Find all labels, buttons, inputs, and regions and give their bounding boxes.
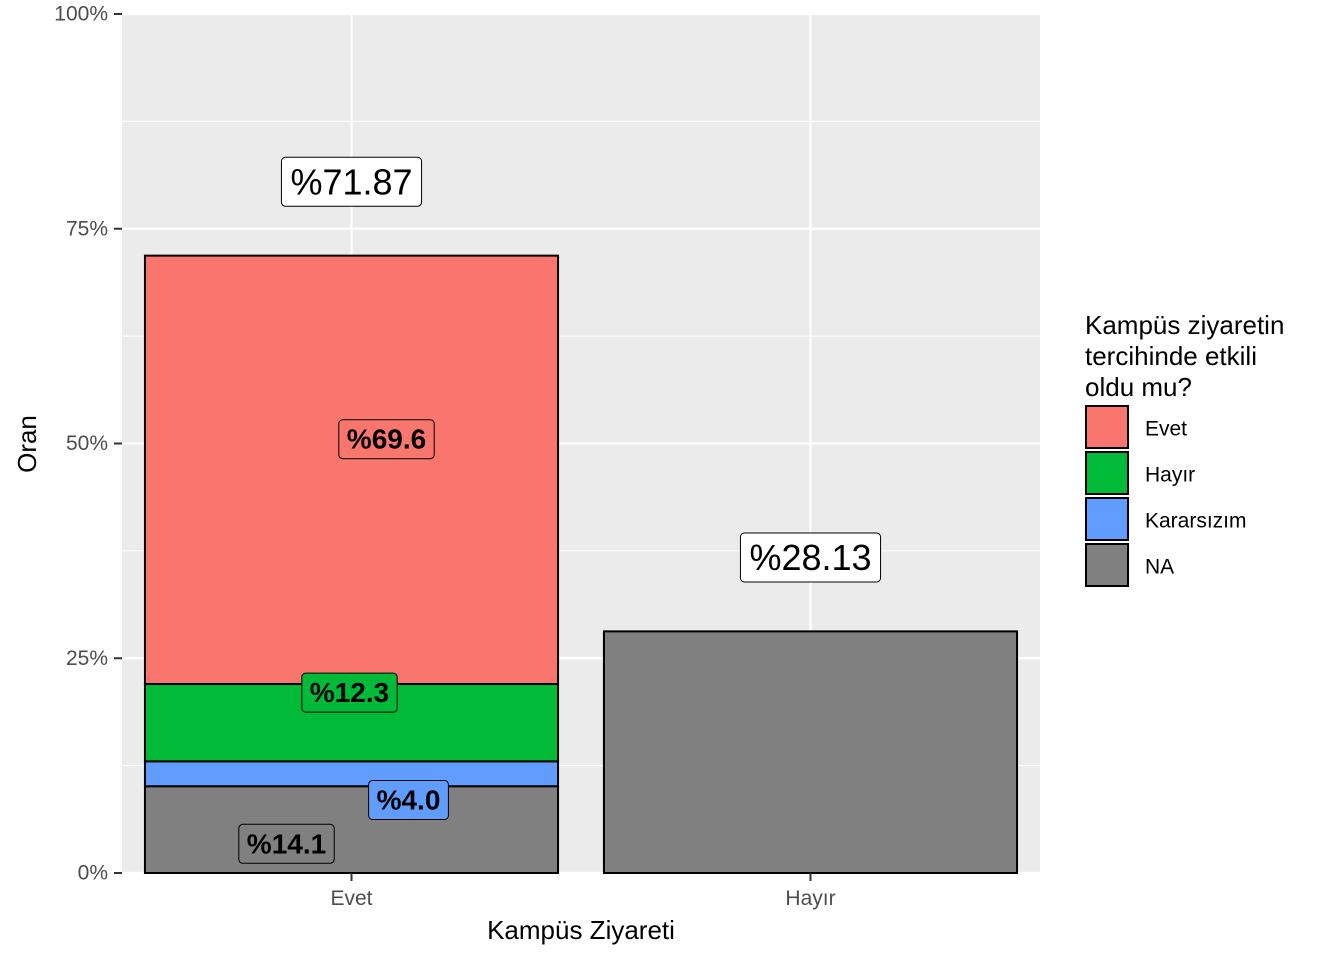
segment-label-kararsızım-text: %4.0 (377, 784, 441, 815)
legend-label: Kararsızım (1145, 510, 1247, 533)
segment-label-hayır-text: %12.3 (310, 677, 389, 708)
data-labels: %14.1 %4.0 %12.3 %69.6 %71.87 %28.13 (238, 156, 882, 864)
y-tick-label: 50% (66, 432, 108, 455)
bar-segment-evet-evet (143, 254, 560, 686)
legend-title-line: tercihinde etkili (1085, 341, 1257, 371)
segment-label-evet: %69.6 (338, 419, 435, 460)
segment-label-na: %14.1 (238, 823, 335, 864)
legend-title-line: oldu mu? (1085, 372, 1192, 402)
bar-segment-evet-kararsızım (143, 760, 560, 788)
bar-segment-evet-na (143, 785, 560, 875)
x-axis: Evet Hayır (330, 873, 836, 910)
segment-label-na-text: %14.1 (247, 828, 326, 859)
y-axis-title: Oran (12, 415, 42, 473)
segment-label-hayır-box (301, 672, 398, 713)
legend-label: Evet (1145, 418, 1187, 441)
x-axis-title: Kampüs Ziyareti (487, 915, 675, 945)
y-axis: 0% 25% 50% 75% 100% (54, 3, 122, 885)
y-tick-label: 100% (54, 3, 108, 26)
legend-key-hayır (1085, 451, 1129, 495)
legend-key-evet (1085, 405, 1129, 449)
total-label-evet: %71.87 (280, 156, 423, 207)
legend-title-line: Kampüs ziyaretin (1085, 310, 1284, 340)
y-tick-label: 25% (66, 647, 108, 670)
legend-label: NA (1145, 556, 1174, 579)
total-label-evet-box (280, 156, 423, 207)
legend-label: Hayır (1145, 464, 1195, 487)
x-tick-label: Hayır (785, 887, 835, 910)
bar-segment-hayır-na (602, 630, 1019, 874)
total-label-evet-text: %71.87 (290, 161, 412, 202)
segment-label-kararsızım-box (368, 779, 449, 820)
segment-label-kararsızım: %4.0 (368, 779, 449, 820)
y-tick-label: 75% (66, 217, 108, 240)
segment-label-evet-box (338, 419, 435, 460)
total-label-hayır-box (739, 532, 882, 583)
segment-label-evet-text: %69.6 (347, 424, 426, 455)
legend-key-na (1085, 543, 1129, 587)
bars (143, 254, 1019, 875)
y-tick-label: 0% (78, 862, 108, 885)
total-label-hayır-text: %28.13 (749, 537, 871, 578)
segment-label-hayır: %12.3 (301, 672, 398, 713)
total-label-hayır: %28.13 (739, 532, 882, 583)
segment-label-na-box (238, 823, 335, 864)
x-tick-label: Evet (330, 887, 372, 910)
legend-key-kararsızım (1085, 497, 1129, 541)
